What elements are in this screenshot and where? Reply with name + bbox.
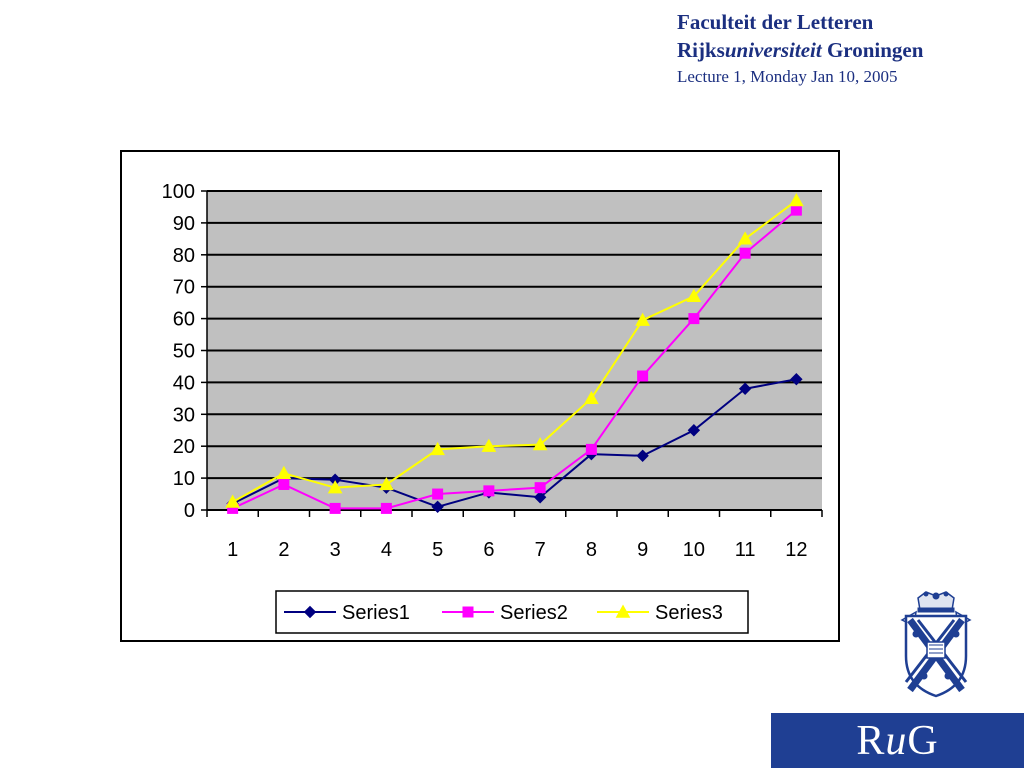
series-1-point: [790, 373, 803, 386]
y-tick-label: 70: [173, 277, 195, 299]
series-2-point: [739, 247, 751, 259]
chart-frame: 0 10 20 30 40 50 60 70 80 90 100 1 2 3 4 5 6 7 8 9 10 11 12 Ser…: [120, 150, 840, 642]
series-1-point: [431, 500, 444, 514]
y-tick-label: 100: [162, 181, 195, 203]
series-1-point: [687, 424, 701, 437]
legend-marker-3: [615, 604, 631, 618]
y-tick-label: 20: [173, 436, 195, 458]
series-line-1: [232, 378, 797, 508]
series-1-point: [636, 449, 649, 462]
series-2-point: [329, 502, 341, 514]
series-3-point: [481, 438, 497, 452]
rug-logo-g: G: [907, 717, 939, 764]
series-3-point: [635, 312, 650, 326]
legend-box: [275, 590, 749, 634]
x-tick-label: 9: [637, 539, 648, 561]
series-line-3: [232, 199, 797, 503]
x-tick-label: 5: [432, 539, 443, 561]
university-title: Rijksuniversiteit Groningen: [677, 36, 923, 64]
y-tick-label: 90: [173, 213, 195, 235]
y-tick-label: 0: [184, 500, 195, 522]
x-tick-label: 6: [483, 539, 494, 561]
faculty-title: Faculteit der Letteren: [677, 10, 874, 34]
legend-label-3: Series3: [655, 602, 723, 624]
lecture-subtitle: Lecture 1, Monday Jan 10, 2005: [677, 67, 898, 86]
legend-label-2: Series2: [500, 602, 568, 624]
series-2-point: [585, 443, 597, 455]
series-3-point: [327, 480, 343, 494]
x-tick-label: 12: [785, 539, 807, 561]
y-tick-label: 30: [173, 404, 195, 426]
y-tick-label: 60: [173, 309, 195, 331]
x-tick-label: 7: [535, 539, 546, 561]
series-3-point: [276, 465, 292, 480]
series-1-point: [738, 382, 752, 395]
x-tick-label: 8: [586, 539, 597, 561]
x-tick-label: 10: [683, 539, 705, 561]
university-italic: universiteit: [724, 38, 822, 62]
y-tick-label: 10: [173, 468, 195, 490]
series-3-point: [225, 494, 240, 508]
legend-label-1: Series1: [342, 602, 410, 624]
series-3-point: [379, 476, 394, 491]
y-tick-label: 80: [173, 245, 195, 267]
slide-header: Faculteit der Letteren Rijksuniversiteit…: [677, 8, 923, 89]
series-2-point: [432, 488, 444, 500]
series-3-point: [430, 441, 445, 456]
x-tick-label: 2: [278, 539, 289, 561]
series-line-2: [232, 209, 798, 510]
series-2-point: [278, 478, 290, 490]
university-crest-icon: [900, 591, 972, 698]
x-tick-label: 3: [330, 539, 341, 561]
rug-logo-u: u: [885, 717, 908, 764]
series-2-point: [380, 502, 392, 514]
legend-marker-1: [303, 605, 317, 619]
series-2-point: [790, 204, 802, 216]
series-2-point: [688, 313, 700, 325]
x-tick-label: 11: [735, 539, 756, 561]
y-tick-label: 40: [173, 372, 195, 394]
x-tick-label: 1: [227, 539, 238, 561]
university-suffix: Groningen: [821, 38, 924, 62]
series-1-point: [533, 491, 547, 504]
legend-marker-2: [462, 606, 474, 618]
series-3-point: [789, 193, 804, 207]
rug-logo-r: R: [856, 717, 886, 764]
series-2-point: [637, 370, 649, 382]
series-2-point: [483, 485, 495, 497]
series-2-point: [534, 482, 546, 494]
y-tick-label: 50: [173, 341, 195, 363]
series-3-point: [584, 390, 599, 405]
x-tick-label: 4: [381, 539, 392, 561]
series-3-point: [686, 288, 702, 302]
series-3-point: [532, 437, 548, 451]
university-prefix: Rijks: [677, 38, 725, 62]
series-3-point: [737, 231, 753, 245]
